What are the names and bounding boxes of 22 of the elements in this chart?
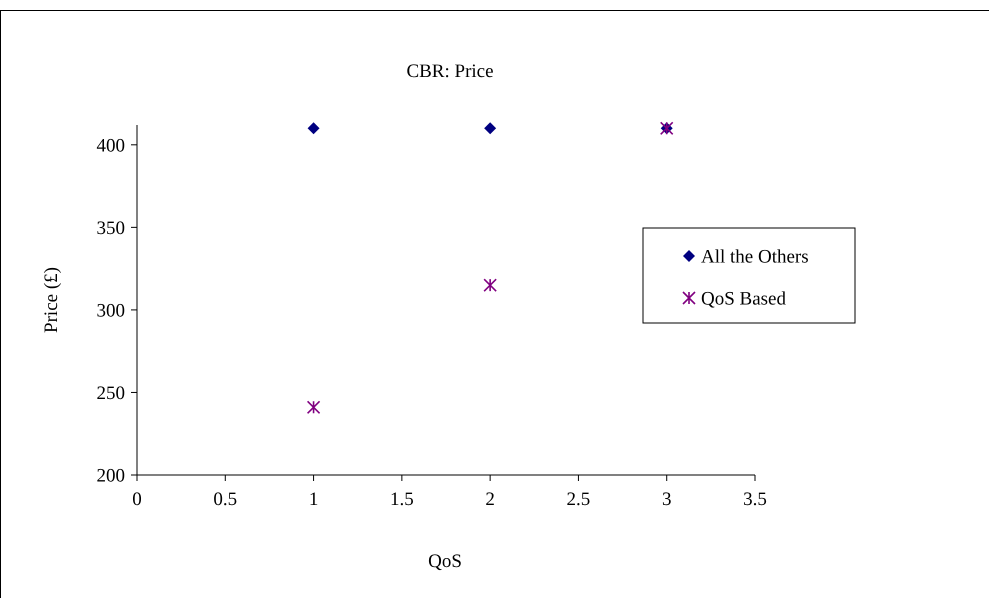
x-tick-label: 3.5: [743, 489, 767, 510]
x-axis-title: QoS: [428, 551, 462, 572]
point: [306, 400, 320, 414]
x-tick-label: 1: [308, 489, 318, 510]
point: [308, 122, 320, 134]
legend-label: QoS Based: [701, 288, 786, 310]
y-tick-label: 200: [96, 466, 125, 487]
y-tick-label: 400: [96, 135, 125, 156]
x-tick-label: 1.5: [390, 489, 414, 510]
x-tick-label: 2: [485, 489, 495, 510]
point: [484, 122, 496, 134]
x-tick-label: 0.5: [213, 489, 238, 510]
point: [483, 278, 497, 292]
y-tick-label: 350: [96, 218, 125, 240]
legend-label: All the Others: [701, 246, 809, 268]
y-tick-label: 250: [96, 383, 125, 404]
x-tick-label: 3: [662, 489, 672, 510]
x-tick-label: 2.5: [566, 489, 590, 510]
y-tick-label: 300: [96, 300, 125, 322]
y-axis-title: Price (£): [41, 267, 62, 333]
chart-title: CBR: Price: [406, 61, 494, 82]
x-tick-label: 0: [132, 489, 142, 510]
